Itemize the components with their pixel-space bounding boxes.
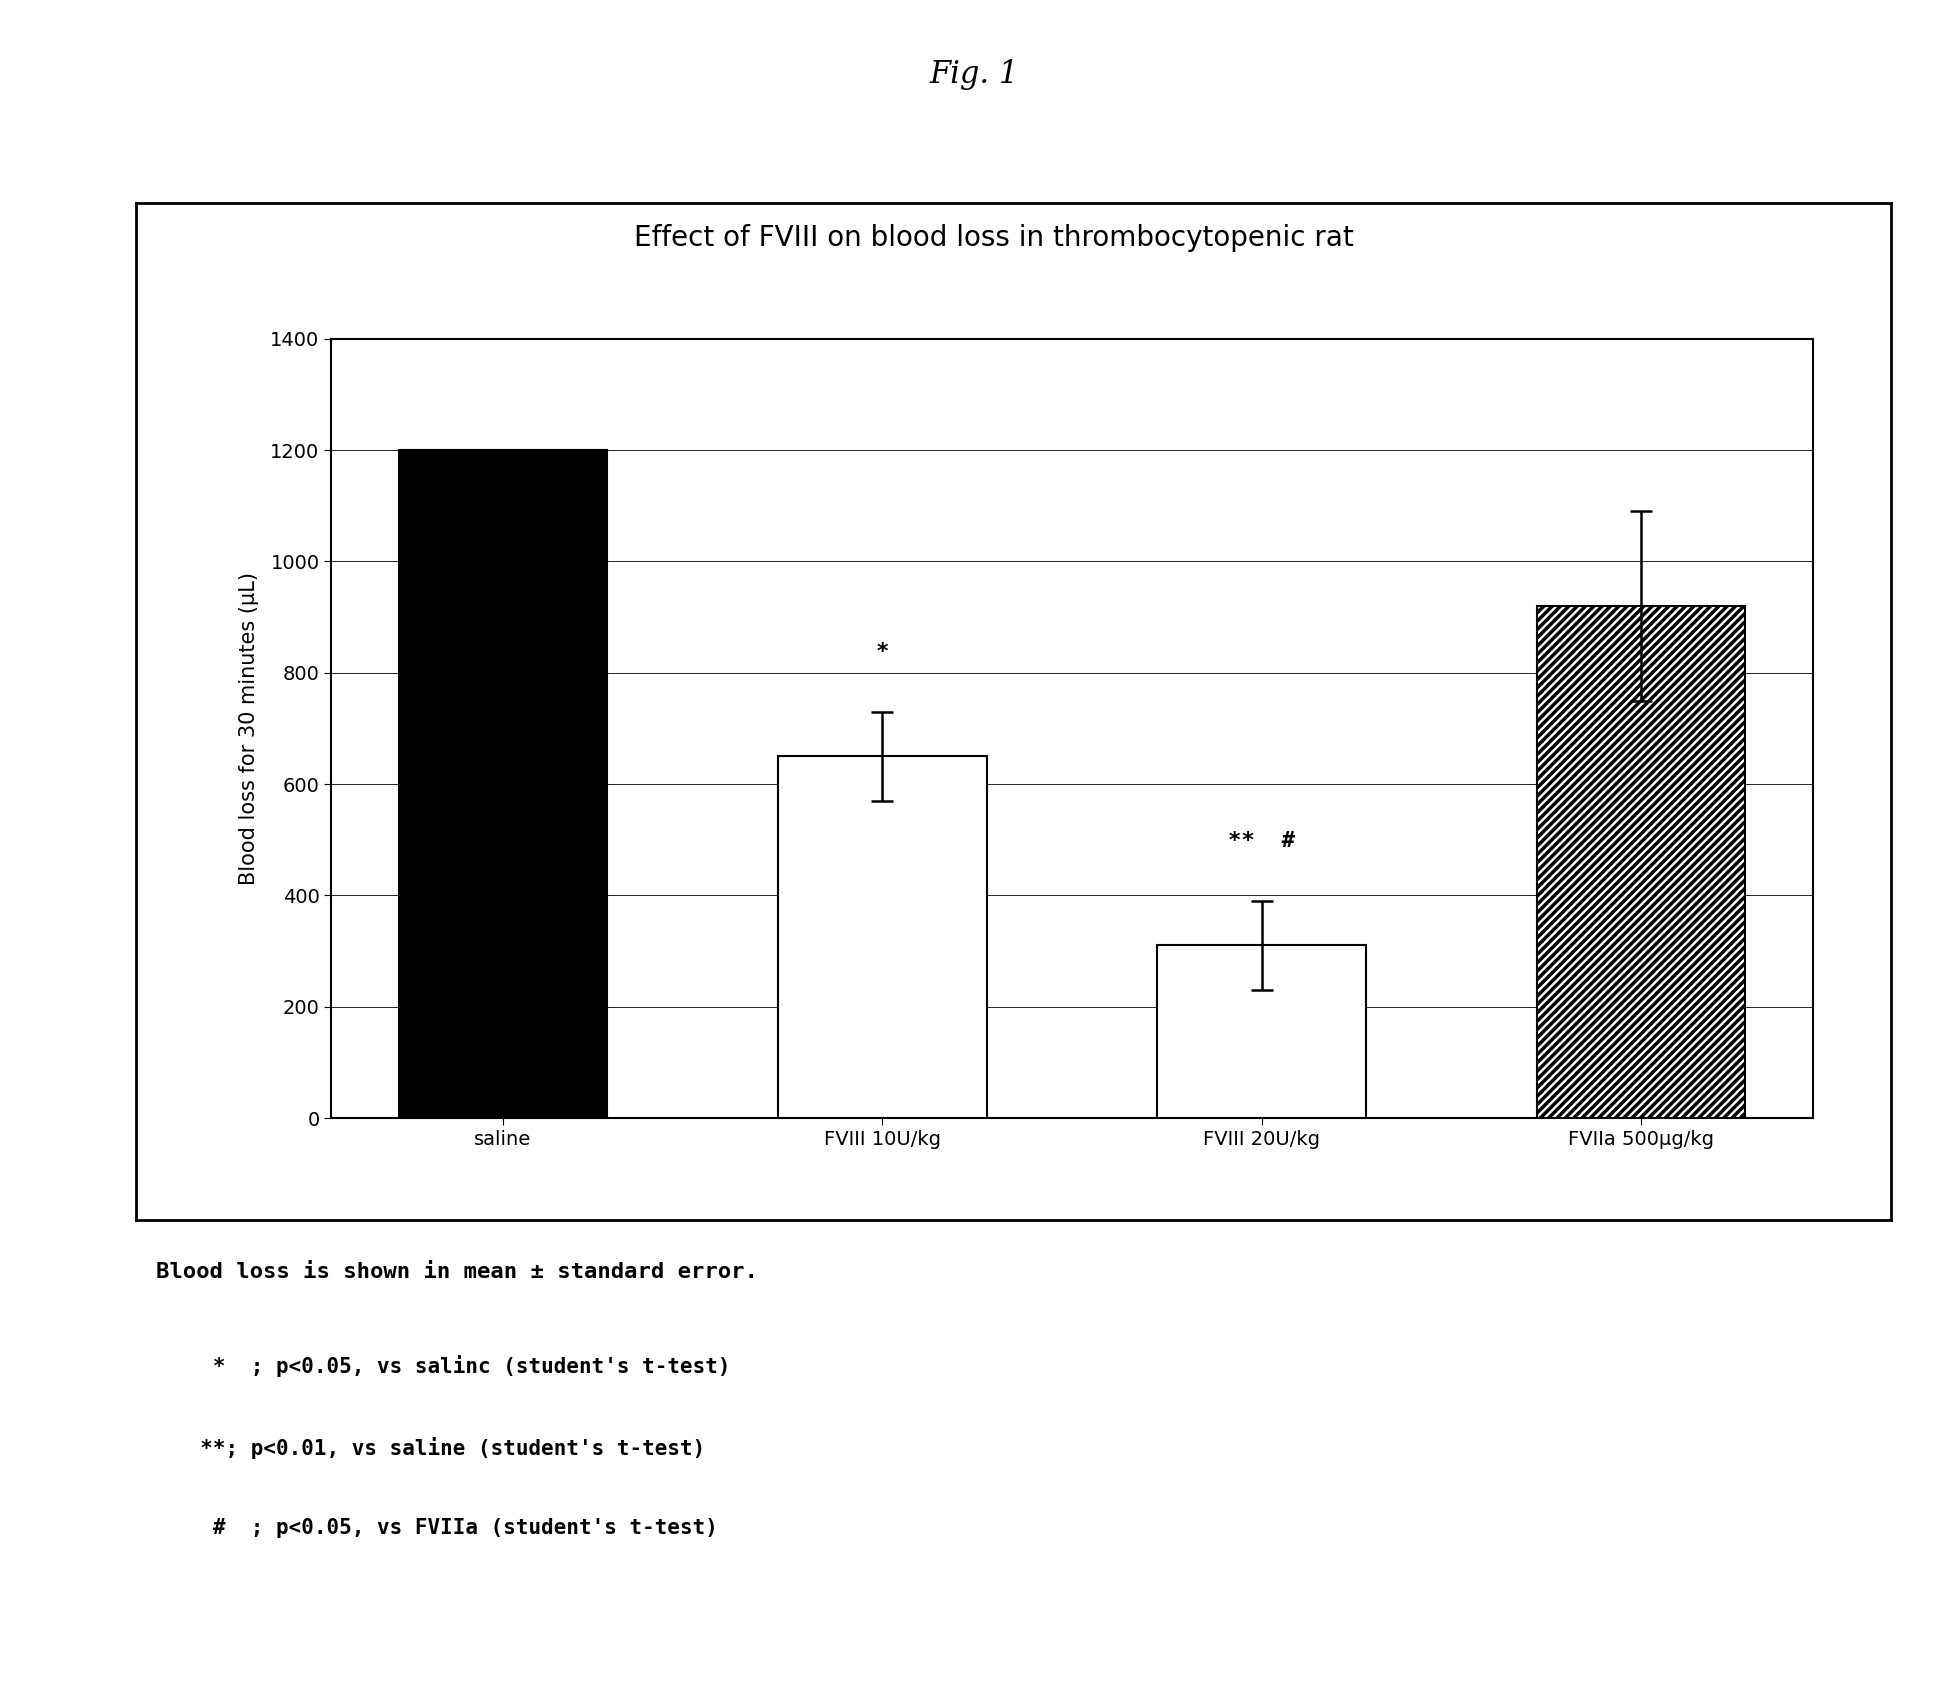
Bar xyxy=(399,451,608,1118)
Text: *  ; p<0.05, vs salinc (student's t-test): * ; p<0.05, vs salinc (student's t-test) xyxy=(175,1355,730,1377)
Text: **; p<0.01, vs saline (student's t-test): **; p<0.01, vs saline (student's t-test) xyxy=(175,1437,705,1459)
Bar xyxy=(777,756,986,1118)
Text: Fig. 1: Fig. 1 xyxy=(929,59,1019,90)
Text: *: * xyxy=(875,642,888,662)
Text: #  ; p<0.05, vs FVIIa (student's t-test): # ; p<0.05, vs FVIIa (student's t-test) xyxy=(175,1518,719,1538)
Y-axis label: Blood loss for 30 minutes (μL): Blood loss for 30 minutes (μL) xyxy=(240,573,259,884)
Bar xyxy=(1535,606,1743,1118)
Bar xyxy=(1157,945,1366,1118)
Text: Effect of FVIII on blood loss in thrombocytopenic rat: Effect of FVIII on blood loss in thrombo… xyxy=(633,224,1354,252)
Text: **  #: ** # xyxy=(1227,830,1293,850)
Text: Blood loss is shown in mean ± standard error.: Blood loss is shown in mean ± standard e… xyxy=(156,1262,758,1282)
